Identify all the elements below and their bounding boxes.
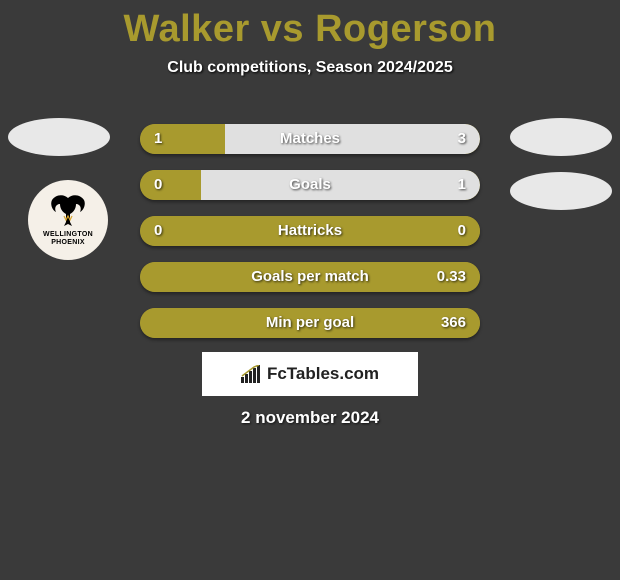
date-label: 2 november 2024 bbox=[0, 408, 620, 428]
stats-bars: 13Matches 01Goals 00Hattricks 0.33Goals per… bbox=[140, 124, 480, 354]
stat-row: 00Hattricks bbox=[140, 216, 480, 246]
bar-label: Min per goal bbox=[140, 308, 480, 338]
player-photo-right-1 bbox=[510, 118, 612, 156]
bar-label: Goals bbox=[140, 170, 480, 200]
stat-row: 366Min per goal bbox=[140, 308, 480, 338]
stat-row: 01Goals bbox=[140, 170, 480, 200]
bar-chart-icon bbox=[241, 365, 263, 383]
logo-text: FcTables.com bbox=[267, 364, 379, 384]
stat-row: 0.33Goals per match bbox=[140, 262, 480, 292]
phoenix-icon bbox=[46, 194, 90, 230]
badge-text-2: PHOENIX bbox=[51, 239, 85, 246]
bar-label: Matches bbox=[140, 124, 480, 154]
club-badge-left: WELLINGTON PHOENIX bbox=[28, 180, 108, 260]
page-title: Walker vs Rogerson bbox=[0, 0, 620, 51]
badge-text-1: WELLINGTON bbox=[43, 231, 93, 238]
bar-label: Hattricks bbox=[140, 216, 480, 246]
stat-row: 13Matches bbox=[140, 124, 480, 154]
fctables-logo: FcTables.com bbox=[202, 352, 418, 396]
player-photo-left bbox=[8, 118, 110, 156]
page-subtitle: Club competitions, Season 2024/2025 bbox=[0, 59, 620, 77]
bar-label: Goals per match bbox=[140, 262, 480, 292]
player-photo-right-2 bbox=[510, 172, 612, 210]
